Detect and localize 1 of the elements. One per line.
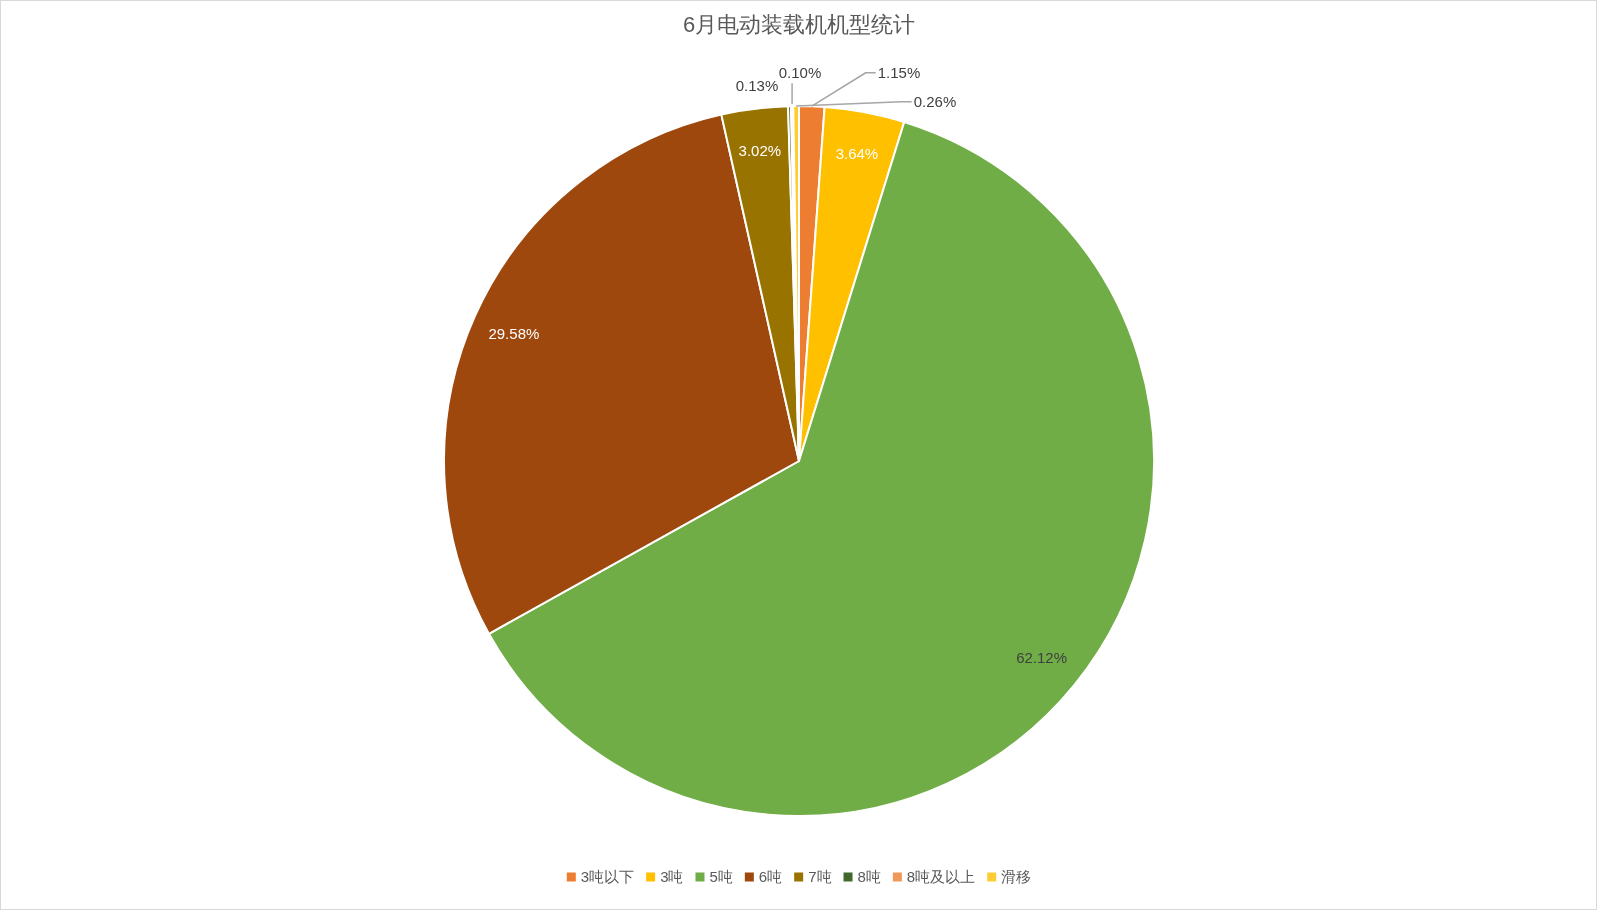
title: 6月电动装载机机型统计 bbox=[682, 12, 916, 37]
